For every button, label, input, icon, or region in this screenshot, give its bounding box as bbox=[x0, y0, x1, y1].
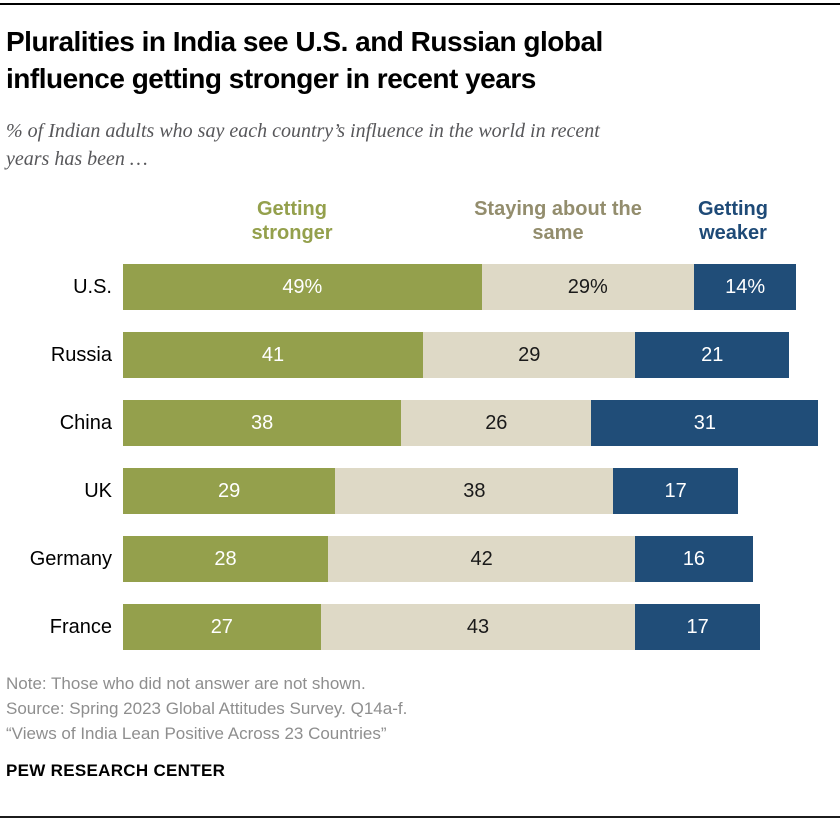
bar-row: France 27 43 17 bbox=[0, 604, 840, 650]
segment-same: 29 bbox=[423, 332, 636, 378]
segment-weaker: 16 bbox=[635, 536, 753, 582]
segment-same: 29% bbox=[481, 264, 694, 310]
citation-text: “Views of India Lean Positive Across 23 … bbox=[6, 724, 387, 743]
segment-same: 43 bbox=[320, 604, 636, 650]
legend-getting-weaker: Getting weaker bbox=[698, 198, 768, 244]
category-label: China bbox=[59, 412, 112, 434]
bar-row: U.S. 49% 29% 14% bbox=[0, 264, 840, 310]
note-text: Note: Those who did not answer are not s… bbox=[6, 674, 366, 693]
title-line-2: influence getting stronger in recent yea… bbox=[6, 63, 536, 94]
subtitle-line-1: % of Indian adults who say each country’… bbox=[6, 120, 600, 142]
segment-same: 26 bbox=[401, 400, 592, 446]
bottom-divider bbox=[0, 816, 840, 818]
stacked-bar: 49% 29% 14% bbox=[123, 264, 797, 310]
category-label: France bbox=[49, 616, 112, 638]
category-label: Germany bbox=[29, 548, 112, 570]
segment-weaker: 17 bbox=[613, 468, 738, 514]
subtitle-line-2: years has been … bbox=[6, 148, 148, 170]
segment-weaker: 14% bbox=[693, 264, 797, 310]
title-line-1: Pluralities in India see U.S. and Russia… bbox=[6, 26, 603, 57]
segment-same: 42 bbox=[327, 536, 636, 582]
bar-row: Germany 28 42 16 bbox=[0, 536, 840, 582]
chart-subtitle: % of Indian adults who say each country’… bbox=[6, 117, 806, 173]
bar-row: China 38 26 31 bbox=[0, 400, 840, 446]
stacked-bar: 28 42 16 bbox=[123, 536, 753, 582]
segment-stronger: 49% bbox=[123, 264, 482, 310]
bar-row: Russia 41 29 21 bbox=[0, 332, 840, 378]
segment-stronger: 27 bbox=[123, 604, 321, 650]
stacked-bar: 41 29 21 bbox=[123, 332, 790, 378]
legend-staying-about-the-same: Staying about the same bbox=[474, 198, 642, 244]
stacked-bar: 27 43 17 bbox=[123, 604, 760, 650]
segment-stronger: 29 bbox=[123, 468, 336, 514]
segment-same: 38 bbox=[335, 468, 614, 514]
segment-weaker: 21 bbox=[635, 332, 790, 378]
segment-stronger: 28 bbox=[123, 536, 328, 582]
source-text: Source: Spring 2023 Global Attitudes Sur… bbox=[6, 699, 408, 718]
chart-footer: Note: Those who did not answer are not s… bbox=[6, 671, 407, 746]
legend-getting-stronger: Getting stronger bbox=[251, 198, 333, 244]
category-label: Russia bbox=[50, 344, 112, 366]
segment-stronger: 38 bbox=[123, 400, 402, 446]
segment-weaker: 31 bbox=[591, 400, 819, 446]
stacked-bar: 29 38 17 bbox=[123, 468, 738, 514]
segment-weaker: 17 bbox=[635, 604, 760, 650]
category-label: UK bbox=[84, 480, 112, 502]
stacked-bar-chart: U.S. 49% 29% 14% Russia 41 29 21 China 38 26 31 UK 29… bbox=[0, 264, 840, 672]
top-divider bbox=[0, 3, 840, 5]
chart-title: Pluralities in India see U.S. and Russia… bbox=[6, 23, 806, 97]
stacked-bar: 38 26 31 bbox=[123, 400, 819, 446]
pew-research-center-wordmark: PEW RESEARCH CENTER bbox=[6, 761, 226, 780]
category-label: U.S. bbox=[73, 276, 112, 298]
bar-row: UK 29 38 17 bbox=[0, 468, 840, 514]
segment-stronger: 41 bbox=[123, 332, 424, 378]
